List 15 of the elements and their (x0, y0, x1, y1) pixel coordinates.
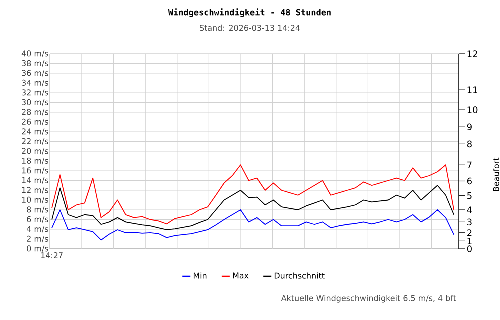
text: 3 (468, 218, 472, 226)
text: 4 (467, 206, 472, 214)
text: 6 (467, 178, 472, 185)
text: 0 (467, 246, 472, 252)
text: 8 (467, 140, 472, 148)
text: 11 (468, 86, 478, 94)
text: 9 (467, 124, 472, 131)
text: 2 (468, 230, 472, 236)
text: 12 (468, 50, 478, 58)
text: 7 (468, 162, 472, 168)
text: 5 (468, 192, 472, 200)
line-series (52, 164, 455, 225)
text: 10 (468, 106, 478, 114)
text: 1 (468, 238, 472, 244)
chart-title: Windgeschwindigkeit - 48 Stunden (168, 8, 331, 18)
